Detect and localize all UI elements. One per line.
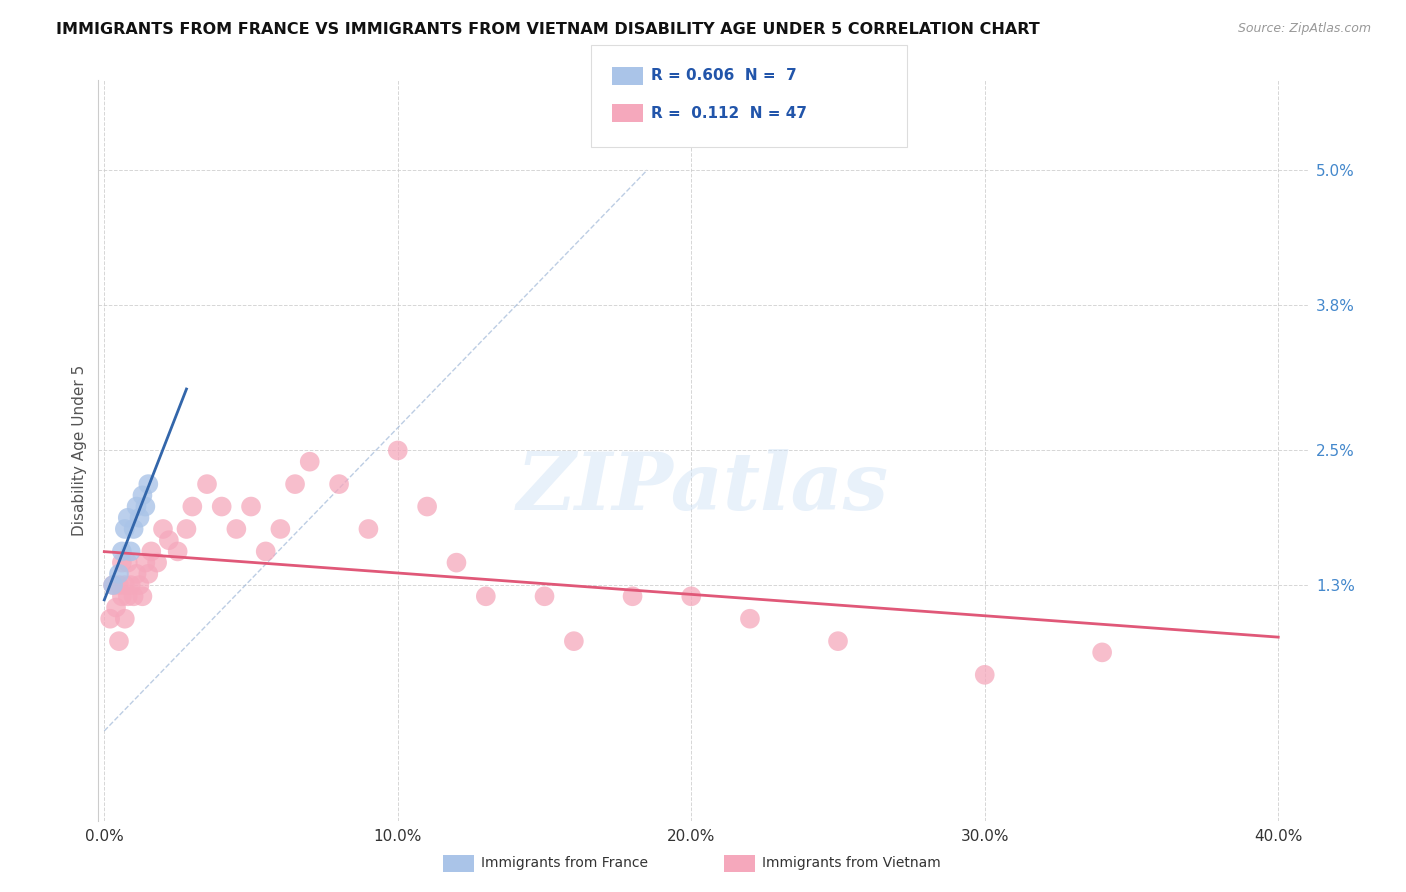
Point bbox=[111, 556, 134, 570]
Text: Source: ZipAtlas.com: Source: ZipAtlas.com bbox=[1237, 22, 1371, 36]
Point bbox=[120, 578, 142, 592]
Point bbox=[152, 522, 174, 536]
Text: Immigrants from Vietnam: Immigrants from Vietnam bbox=[762, 856, 941, 871]
Point bbox=[128, 578, 150, 592]
Point bbox=[387, 443, 409, 458]
Text: ZIPatlas: ZIPatlas bbox=[517, 449, 889, 526]
Point bbox=[562, 634, 585, 648]
Point bbox=[141, 544, 163, 558]
Point bbox=[157, 533, 180, 548]
Point bbox=[117, 556, 139, 570]
Point bbox=[328, 477, 350, 491]
Point bbox=[108, 578, 131, 592]
Point bbox=[134, 500, 156, 514]
Point bbox=[136, 566, 159, 581]
Point bbox=[101, 578, 124, 592]
Point bbox=[114, 612, 136, 626]
Text: IMMIGRANTS FROM FRANCE VS IMMIGRANTS FROM VIETNAM DISABILITY AGE UNDER 5 CORRELA: IMMIGRANTS FROM FRANCE VS IMMIGRANTS FRO… bbox=[56, 22, 1040, 37]
Text: Immigrants from France: Immigrants from France bbox=[481, 856, 648, 871]
Point bbox=[117, 510, 139, 524]
Point bbox=[357, 522, 380, 536]
Point bbox=[827, 634, 849, 648]
Point bbox=[101, 578, 124, 592]
Point bbox=[114, 522, 136, 536]
Point bbox=[195, 477, 218, 491]
Point bbox=[166, 544, 188, 558]
Point bbox=[738, 612, 761, 626]
Point bbox=[131, 488, 153, 502]
Point bbox=[211, 500, 233, 514]
Point bbox=[125, 500, 148, 514]
Point bbox=[973, 668, 995, 682]
Point bbox=[225, 522, 247, 536]
Point bbox=[446, 556, 468, 570]
Y-axis label: Disability Age Under 5: Disability Age Under 5 bbox=[72, 365, 87, 536]
Point bbox=[111, 589, 134, 603]
Text: R = 0.606  N =  7: R = 0.606 N = 7 bbox=[651, 69, 797, 83]
Point bbox=[120, 544, 142, 558]
Point bbox=[176, 522, 198, 536]
Point bbox=[105, 600, 128, 615]
Point bbox=[621, 589, 644, 603]
Point bbox=[1091, 645, 1114, 659]
Point bbox=[108, 634, 131, 648]
Point bbox=[416, 500, 439, 514]
Point bbox=[98, 612, 121, 626]
Point bbox=[533, 589, 555, 603]
Point bbox=[269, 522, 291, 536]
Point bbox=[122, 589, 145, 603]
Point bbox=[136, 477, 159, 491]
Point bbox=[122, 522, 145, 536]
Point bbox=[111, 544, 134, 558]
Point bbox=[128, 510, 150, 524]
Point bbox=[146, 556, 169, 570]
Point bbox=[181, 500, 204, 514]
Point bbox=[108, 566, 131, 581]
Point bbox=[254, 544, 277, 558]
Point bbox=[284, 477, 307, 491]
Point bbox=[131, 589, 153, 603]
Point bbox=[475, 589, 498, 603]
Point bbox=[681, 589, 703, 603]
Point bbox=[240, 500, 263, 514]
Point bbox=[114, 578, 136, 592]
Text: R =  0.112  N = 47: R = 0.112 N = 47 bbox=[651, 106, 807, 120]
Point bbox=[117, 589, 139, 603]
Point bbox=[134, 556, 156, 570]
Point bbox=[125, 566, 148, 581]
Point bbox=[298, 455, 321, 469]
